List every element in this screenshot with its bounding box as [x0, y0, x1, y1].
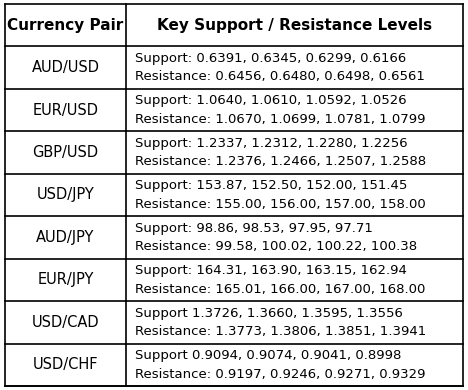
- Text: Resistance: 155.00, 156.00, 157.00, 158.00: Resistance: 155.00, 156.00, 157.00, 158.…: [135, 198, 426, 211]
- Text: Support: 1.0640, 1.0610, 1.0592, 1.0526: Support: 1.0640, 1.0610, 1.0592, 1.0526: [135, 94, 407, 107]
- Text: Resistance: 1.2376, 1.2466, 1.2507, 1.2588: Resistance: 1.2376, 1.2466, 1.2507, 1.25…: [135, 155, 426, 168]
- Text: Resistance: 165.01, 166.00, 167.00, 168.00: Resistance: 165.01, 166.00, 167.00, 168.…: [135, 283, 426, 296]
- Text: Resistance: 0.9197, 0.9246, 0.9271, 0.9329: Resistance: 0.9197, 0.9246, 0.9271, 0.93…: [135, 368, 426, 381]
- Text: Support: 1.2337, 1.2312, 1.2280, 1.2256: Support: 1.2337, 1.2312, 1.2280, 1.2256: [135, 136, 408, 150]
- Text: USD/CHF: USD/CHF: [33, 357, 98, 372]
- Text: Key Support / Resistance Levels: Key Support / Resistance Levels: [157, 18, 432, 33]
- Text: Resistance: 99.58, 100.02, 100.22, 100.38: Resistance: 99.58, 100.02, 100.22, 100.3…: [135, 240, 417, 254]
- Text: Support: 0.6391, 0.6345, 0.6299, 0.6166: Support: 0.6391, 0.6345, 0.6299, 0.6166: [135, 52, 407, 65]
- Text: Resistance: 1.0670, 1.0699, 1.0781, 1.0799: Resistance: 1.0670, 1.0699, 1.0781, 1.07…: [135, 113, 426, 126]
- Text: Support: 98.86, 98.53, 97.95, 97.71: Support: 98.86, 98.53, 97.95, 97.71: [135, 222, 373, 235]
- Text: EUR/JPY: EUR/JPY: [37, 273, 94, 287]
- Text: Support: 153.87, 152.50, 152.00, 151.45: Support: 153.87, 152.50, 152.00, 151.45: [135, 179, 408, 192]
- Text: Support: 164.31, 163.90, 163.15, 162.94: Support: 164.31, 163.90, 163.15, 162.94: [135, 264, 407, 277]
- Text: Support 1.3726, 1.3660, 1.3595, 1.3556: Support 1.3726, 1.3660, 1.3595, 1.3556: [135, 307, 403, 319]
- Text: AUD/USD: AUD/USD: [31, 60, 99, 75]
- Text: USD/CAD: USD/CAD: [32, 315, 99, 330]
- Text: EUR/USD: EUR/USD: [32, 103, 98, 117]
- Text: GBP/USD: GBP/USD: [32, 145, 98, 160]
- Text: USD/JPY: USD/JPY: [37, 188, 95, 202]
- Text: Resistance: 1.3773, 1.3806, 1.3851, 1.3941: Resistance: 1.3773, 1.3806, 1.3851, 1.39…: [135, 325, 427, 338]
- Text: Resistance: 0.6456, 0.6480, 0.6498, 0.6561: Resistance: 0.6456, 0.6480, 0.6498, 0.65…: [135, 71, 425, 83]
- Text: Support 0.9094, 0.9074, 0.9041, 0.8998: Support 0.9094, 0.9074, 0.9041, 0.8998: [135, 349, 402, 362]
- Text: AUD/JPY: AUD/JPY: [36, 230, 95, 245]
- Text: Currency Pair: Currency Pair: [7, 18, 124, 33]
